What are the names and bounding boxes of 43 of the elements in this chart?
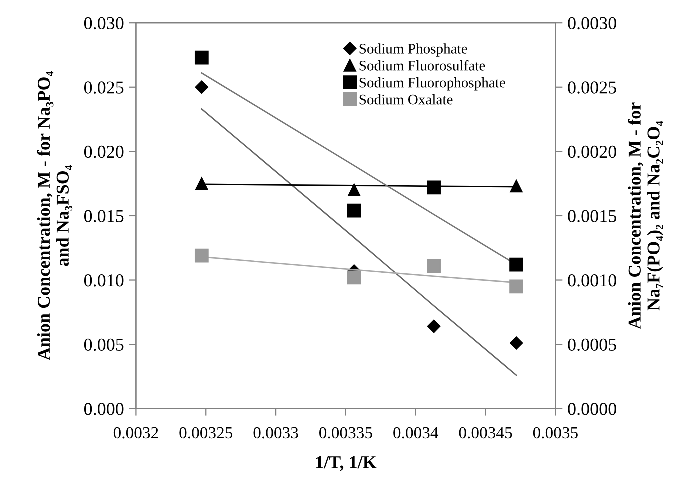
y-tick-label: 0.005 [84,338,124,352]
point [194,50,209,65]
x-tick-label: 0.00325 [180,427,233,439]
y-tick-label: 0.000 [84,403,124,416]
y2-tick-label: 0.0025 [568,82,616,94]
legend-label: Sodium Fluorophosphate [360,78,506,91]
legend-label: Sodium Oxalate [360,94,453,105]
point [195,80,209,94]
y2-tick-label: 0.0020 [568,146,616,158]
y-axis-title: Anion Concentration, M - for Na₃PO₄ and Na₃FSO₄ [37,71,73,360]
y2-axis-title: Anion Concentration, M - for Na₇F(PO₄)₂ and Na₂C₂O₄ [628,102,664,330]
point [510,280,524,294]
y-tick-label: 0.010 [84,274,124,287]
point [196,178,208,190]
x-tick-label: 0.00345 [459,427,512,439]
x-tick-label: 0.0035 [533,427,578,439]
line-series [201,108,518,376]
y2-tick-label: 0.0030 [568,17,616,30]
y-tick-label: 0.020 [84,146,124,158]
x-tick-label: 0.0033 [254,427,298,439]
y-tick-label: 0.015 [84,210,124,222]
point [427,259,441,274]
y-tick-label: 0.025 [84,82,124,94]
x-tick-label: 0.0032 [114,427,158,439]
y2-tick-label: 0.0010 [568,274,616,287]
legend-label: Sodium Phosphate [360,44,468,57]
legend-label: Sodium Fluorosulfate [360,60,486,71]
x-tick-label: 0.00335 [320,427,372,439]
x-tick-label: 0.0034 [394,427,439,439]
point [510,258,524,272]
point [510,336,524,350]
point [194,248,209,263]
point [427,320,441,334]
y2-tick-label: 0.0005 [568,338,616,352]
point [348,184,361,196]
point [427,180,441,195]
y2-tick-label: 0.0000 [568,403,616,416]
point [347,270,362,285]
y-tick-label: 0.030 [84,17,124,30]
point [510,180,523,193]
point [347,204,362,218]
x-axis-title: 1/T, 1/K [316,456,377,472]
y2-tick-label: 0.0015 [568,210,616,222]
